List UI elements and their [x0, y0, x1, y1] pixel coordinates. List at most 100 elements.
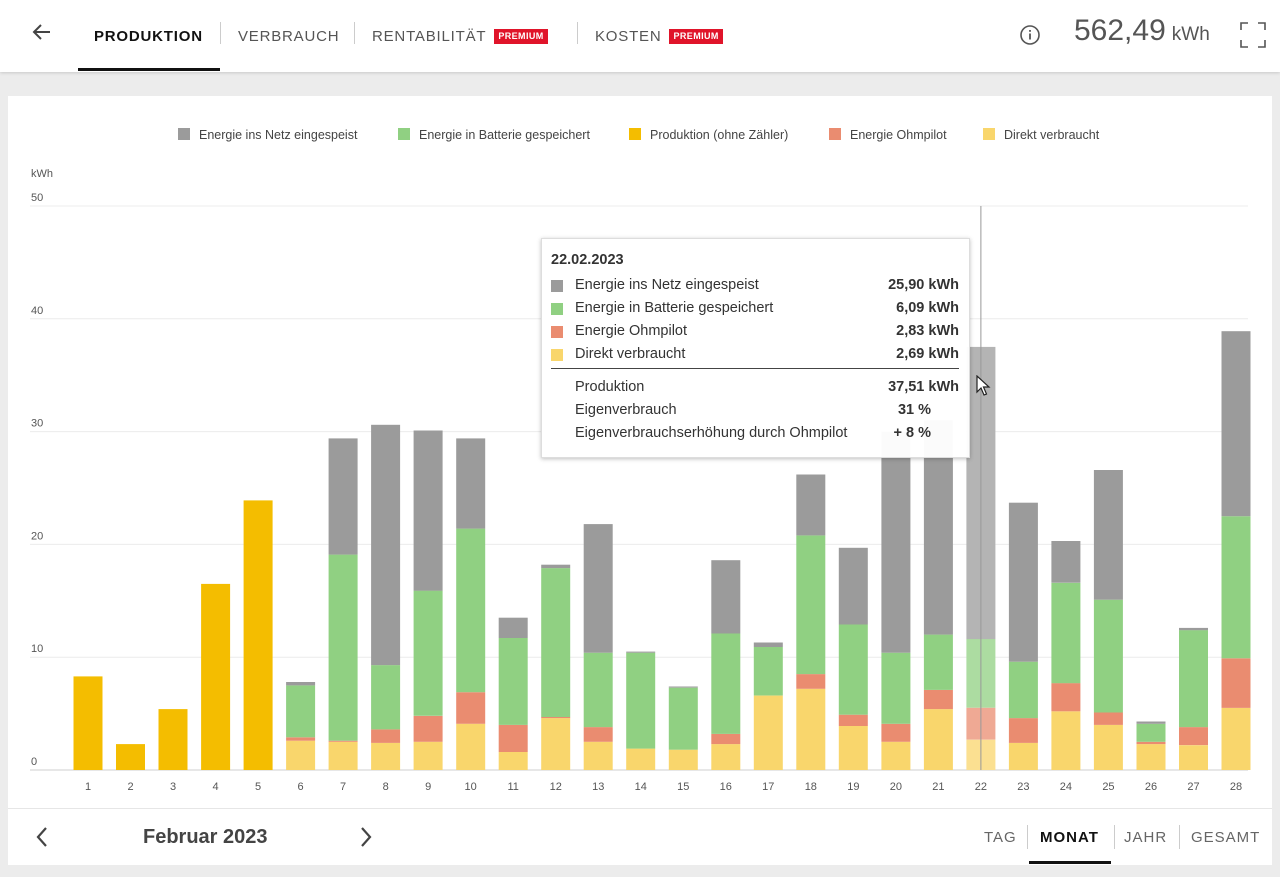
legend-swatch	[983, 128, 995, 140]
tooltip-summary-row: Eigenverbrauchserhöhung durch Ohmpilot +…	[551, 424, 959, 444]
bar-segment	[73, 676, 103, 770]
total-unit: kWh	[1171, 24, 1210, 45]
bar-segment	[1179, 745, 1208, 770]
bar-segment	[1221, 658, 1251, 708]
range-tab-tag[interactable]: TAG	[984, 829, 1017, 846]
tab-verbrauch[interactable]: VERBRAUCH	[238, 0, 339, 72]
bar-segment	[201, 583, 231, 770]
bar-segment	[1179, 630, 1208, 728]
bar-segment	[286, 685, 316, 738]
range-tab-gesamt[interactable]: GESAMT	[1191, 829, 1261, 846]
legend-swatch	[178, 128, 190, 140]
x-tick-label: 25	[1102, 781, 1114, 793]
y-tick-label: 30	[31, 418, 43, 430]
x-tick-label: 23	[1017, 781, 1029, 793]
x-tick-label: 18	[805, 781, 817, 793]
bar-segment	[328, 438, 358, 555]
premium-badge: PREMIUM	[669, 28, 723, 44]
y-tick-label: 0	[31, 756, 37, 768]
bar-segment	[1136, 744, 1166, 770]
tab-kosten[interactable]: KOSTEN PREMIUM	[595, 0, 723, 72]
bar-segment	[413, 590, 443, 716]
bar-segment	[1093, 470, 1123, 600]
tab-produktion[interactable]: PRODUKTION	[94, 0, 203, 72]
tooltip-divider	[551, 368, 959, 369]
bar-segment	[1051, 711, 1081, 770]
bar-segment	[498, 617, 528, 638]
bar-segment	[1093, 724, 1123, 770]
tooltip-label: Energie ins Netz eingespeist	[575, 277, 759, 293]
tooltip-value: 6,09 kWh	[896, 300, 959, 316]
range-tab-monat[interactable]: MONAT	[1040, 829, 1099, 846]
bar-segment	[838, 547, 868, 625]
bar-segment	[796, 674, 826, 689]
tab-separator	[354, 22, 355, 44]
bar-segment	[1179, 727, 1208, 746]
tab-separator	[220, 22, 221, 44]
bar-segment	[838, 726, 868, 770]
back-arrow-icon[interactable]	[26, 16, 58, 48]
range-tab-jahr[interactable]: JAHR	[1124, 829, 1168, 846]
bar-segment	[881, 431, 911, 653]
bar-segment	[1136, 723, 1166, 742]
legend-label: Produktion (ohne Zähler)	[650, 128, 788, 142]
period-footer: Februar 2023 TAG MONAT JAHR GESAMT	[8, 808, 1272, 865]
production-chart: 0 10 20 30 40 50 kWh Energie ins Netz eingespei…	[30, 128, 1251, 793]
tab-verbrauch-label: VERBRAUCH	[238, 27, 340, 45]
x-tick-label: 2	[127, 781, 133, 793]
x-tick-label: 7	[340, 781, 346, 793]
bar-segment	[626, 748, 656, 770]
x-tick-label: 26	[1145, 781, 1157, 793]
info-icon[interactable]	[1019, 24, 1041, 46]
bar-segment	[541, 717, 571, 719]
tooltip-swatch	[551, 303, 563, 315]
bar-segment	[413, 741, 443, 770]
bar-segment	[1051, 683, 1081, 712]
tooltip-swatch	[551, 349, 563, 361]
bar-segment	[498, 752, 528, 770]
x-tick-label: 8	[383, 781, 389, 793]
next-month-chevron-icon[interactable]	[352, 824, 378, 850]
bar-segment	[286, 740, 316, 770]
bar-segment	[1093, 712, 1123, 725]
bar-segment	[1179, 627, 1208, 631]
x-tick-label: 12	[550, 781, 562, 793]
tooltip-summary-label: Eigenverbrauchserhöhung durch Ohmpilot	[575, 425, 848, 441]
tooltip-label: Energie in Batterie gespeichert	[575, 300, 774, 316]
bar-segment	[1221, 708, 1251, 770]
tooltip-date: 22.02.2023	[551, 252, 624, 268]
fullscreen-icon[interactable]	[1240, 22, 1266, 48]
chart-card: 0 10 20 30 40 50 kWh Energie ins Netz eingespei…	[8, 96, 1272, 864]
bar-segment	[711, 633, 741, 734]
bar-segment	[838, 714, 868, 726]
tooltip-summary-value: 31 %	[897, 402, 931, 418]
bar-segment	[753, 642, 783, 647]
total-value: 562,49	[1074, 14, 1166, 47]
bar-segment	[328, 741, 358, 770]
bar-segment	[583, 727, 613, 742]
tooltip-row: Energie in Batterie gespeichert 6,09 kWh	[551, 299, 959, 319]
tab-separator	[577, 22, 578, 44]
previous-month-chevron-icon[interactable]	[30, 824, 56, 850]
tab-rentabilitaet[interactable]: RENTABILITÄT PREMIUM	[372, 0, 548, 72]
bar-segment	[498, 638, 528, 725]
bar-segment	[1008, 502, 1038, 662]
bar-segment	[413, 430, 443, 591]
bar-segment	[711, 560, 741, 634]
tab-rentabilitaet-label: RENTABILITÄT	[372, 27, 487, 45]
bar-segment	[158, 709, 188, 770]
bar-segment	[796, 474, 826, 536]
x-tick-label: 27	[1187, 781, 1199, 793]
tooltip-label: Energie Ohmpilot	[575, 323, 688, 339]
x-tick-label: 22	[975, 781, 987, 793]
x-tick-label: 15	[677, 781, 689, 793]
bar-segment	[541, 718, 571, 770]
y-tick-label: 10	[31, 643, 43, 655]
bar-segment	[626, 652, 656, 749]
legend-label: Energie Ohmpilot	[850, 128, 947, 142]
bar-segment	[753, 695, 783, 770]
bar-segment	[116, 744, 145, 770]
tooltip-label: Direkt verbraucht	[575, 346, 686, 362]
tab-produktion-label: PRODUKTION	[94, 27, 203, 45]
bar-segment	[838, 624, 868, 715]
